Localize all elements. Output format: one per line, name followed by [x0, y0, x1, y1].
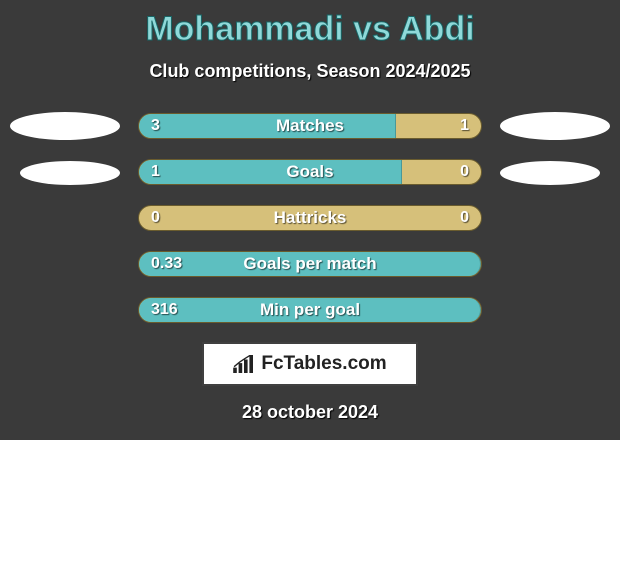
stat-bar-fill — [139, 114, 396, 138]
stat-value-right: 0 — [460, 163, 469, 181]
stat-value-left: 0 — [151, 209, 160, 227]
widget-container: Mohammadi vs Abdi Club competitions, Sea… — [0, 0, 620, 440]
stat-label: Hattricks — [274, 208, 347, 228]
stat-bar: 0.33 Goals per match — [138, 251, 482, 277]
subtitle: Club competitions, Season 2024/2025 — [0, 61, 620, 82]
bar-chart-icon — [233, 355, 255, 373]
logo-text: FcTables.com — [261, 353, 386, 375]
stat-bar: 3 Matches 1 — [138, 113, 482, 139]
player-avatar-right — [500, 112, 610, 140]
stat-label: Goals per match — [243, 254, 376, 274]
stat-row: 0.33 Goals per match — [0, 250, 620, 278]
stat-label: Goals — [286, 162, 333, 182]
stat-value-right: 0 — [460, 209, 469, 227]
stat-bar: 316 Min per goal — [138, 297, 482, 323]
stat-row: 1 Goals 0 — [0, 158, 620, 186]
stat-row: 316 Min per goal — [0, 296, 620, 324]
stat-value-left: 3 — [151, 117, 160, 135]
stat-row: 0 Hattricks 0 — [0, 204, 620, 232]
stats-list: 3 Matches 1 1 Goals 0 0 Hattricks 0 0.33 Goals per… — [0, 112, 620, 324]
stat-value-left: 316 — [151, 301, 178, 319]
player-avatar-left — [20, 161, 120, 185]
stat-value-left: 0.33 — [151, 255, 182, 273]
stat-label: Matches — [276, 116, 344, 136]
player-avatar-left — [10, 112, 120, 140]
page-title: Mohammadi vs Abdi — [0, 0, 620, 49]
logo-box[interactable]: FcTables.com — [202, 342, 418, 386]
player-avatar-right — [500, 161, 600, 185]
stat-value-left: 1 — [151, 163, 160, 181]
stat-value-right: 1 — [460, 117, 469, 135]
stat-row: 3 Matches 1 — [0, 112, 620, 140]
stat-label: Min per goal — [260, 300, 360, 320]
stat-bar: 1 Goals 0 — [138, 159, 482, 185]
stat-bar: 0 Hattricks 0 — [138, 205, 482, 231]
stat-bar-fill — [139, 160, 402, 184]
date-text: 28 october 2024 — [0, 402, 620, 423]
